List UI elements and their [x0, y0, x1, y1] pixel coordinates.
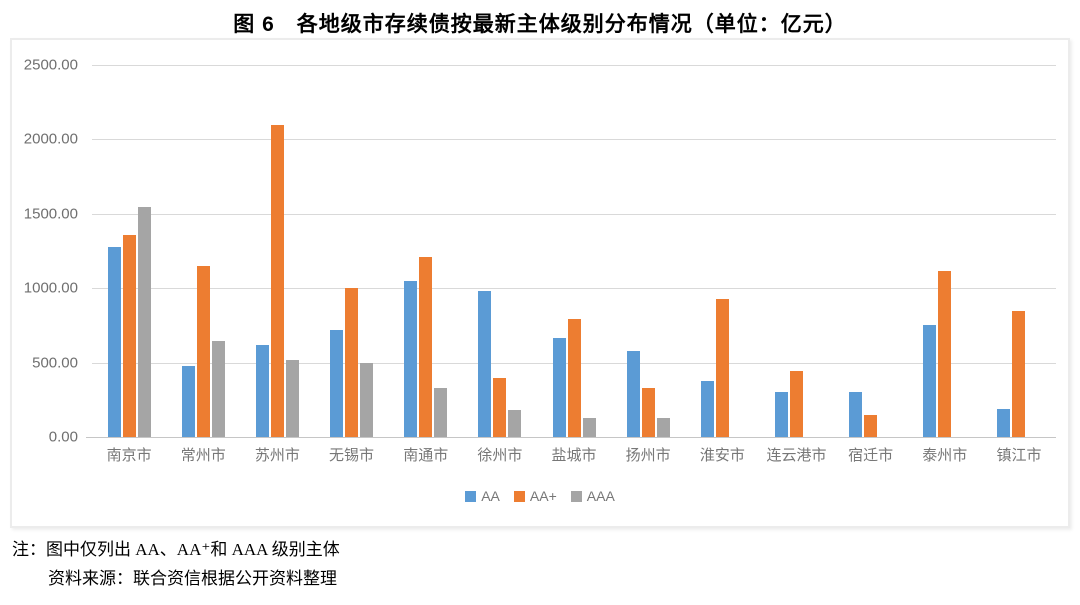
x-tick-label-泰州市: 泰州市: [922, 447, 968, 464]
bar-AA-南京市: [107, 246, 121, 437]
chart-frame: 0.00 500.00 1000.00 1500.00 2000.00 2500.00 南…: [10, 38, 1070, 528]
bar-AA+-泰州市: [938, 271, 952, 437]
y-axis: 0.00 500.00 1000.00 1500.00 2000.00 2500.00: [12, 57, 84, 446]
y-tick-label: 2000.00: [23, 130, 78, 148]
x-tick-label-无锡市: 无锡市: [329, 447, 375, 464]
bar-groups: [92, 65, 1056, 437]
y-tick-label: 2500.00: [23, 56, 78, 74]
bar-group-淮安市: [685, 65, 759, 437]
chart-title: 图 6 各地级市存续债按最新主体级别分布情况（单位：亿元）: [233, 13, 847, 36]
bar-group-盐城市: [537, 65, 611, 437]
bar-AA+-南京市: [122, 234, 136, 437]
legend-label: AA+: [529, 488, 557, 504]
bar-AA-南通市: [404, 280, 418, 437]
legend-item-AA+: AA+: [513, 488, 557, 504]
legend-item-AA: AA: [465, 488, 500, 504]
legend-label: AA: [481, 488, 500, 504]
x-tick-label-常州市: 常州市: [180, 447, 226, 464]
bar-AA+-连云港市: [789, 370, 803, 437]
bar-AA+-淮安市: [715, 299, 729, 437]
bar-AA-淮安市: [700, 381, 714, 437]
x-axis: 南京市 常州市 苏州市 无锡市 南通市 徐州市 盐城市 扬州市 淮安市 连云港市 宿迁市 泰州市 镇江市: [92, 444, 1056, 465]
bar-AA+-苏州市: [270, 124, 284, 437]
gridline: [92, 65, 1056, 66]
bar-AA-连云港市: [774, 391, 788, 437]
y-tick-label: 1000.00: [23, 279, 78, 297]
gridline: [86, 437, 1056, 438]
bar-AA-无锡市: [330, 329, 344, 437]
bar-AA+-盐城市: [567, 319, 581, 437]
x-tick-label-南通市: 南通市: [403, 447, 449, 464]
x-tick-label-淮安市: 淮安市: [699, 447, 745, 464]
bar-group-连云港市: [759, 65, 833, 437]
bar-AA-常州市: [181, 365, 195, 437]
plot-area: [86, 65, 1056, 438]
x-tick-label-苏州市: 苏州市: [254, 447, 300, 464]
bar-group-苏州市: [240, 65, 314, 437]
bar-AAA-盐城市: [582, 417, 596, 437]
gridline: [92, 139, 1056, 141]
bar-group-常州市: [166, 65, 240, 437]
bar-AAA-苏州市: [285, 359, 299, 437]
bar-AA+-宿迁市: [864, 415, 878, 437]
legend: AA AA+ AAA: [12, 488, 1068, 504]
y-tick-label: 500.00: [32, 354, 78, 372]
bar-group-无锡市: [314, 65, 388, 437]
x-tick-label-宿迁市: 宿迁市: [848, 447, 894, 464]
x-tick-label-盐城市: 盐城市: [551, 447, 597, 464]
bar-AAA-扬州市: [656, 418, 670, 437]
bar-AA+-南通市: [419, 256, 433, 437]
bar-group-徐州市: [463, 65, 537, 437]
footnotes: 注：图中仅列出 AA、AA⁺和 AAA 级别主体 资料来源：联合资信根据公开资料…: [12, 536, 340, 594]
bar-AA-盐城市: [552, 338, 566, 437]
source-line: 资料来源：联合资信根据公开资料整理: [48, 568, 337, 588]
note-line: 注：图中仅列出 AA、AA⁺和 AAA 级别主体: [12, 540, 340, 559]
bar-group-南通市: [389, 65, 463, 437]
bar-AA-泰州市: [923, 324, 937, 437]
legend-swatch-icon: [465, 490, 477, 502]
bar-AA-苏州市: [255, 344, 269, 437]
bar-group-镇江市: [982, 65, 1056, 437]
y-tick-label: 0.00: [48, 428, 78, 446]
bar-AAA-南通市: [434, 387, 448, 437]
x-tick-label-连云港市: 连云港市: [766, 447, 827, 464]
bar-group-宿迁市: [834, 65, 908, 437]
bar-AA-徐州市: [478, 291, 492, 437]
bar-AAA-徐州市: [508, 410, 522, 437]
bar-group-南京市: [92, 65, 166, 437]
legend-swatch-icon: [570, 490, 582, 502]
bar-AAA-常州市: [211, 341, 225, 437]
bar-AAA-南京市: [137, 207, 151, 437]
gridline: [92, 213, 1056, 215]
bar-group-扬州市: [611, 65, 685, 437]
legend-item-AAA: AAA: [570, 488, 615, 504]
bar-AA-镇江市: [997, 409, 1011, 437]
bar-AA+-镇江市: [1012, 311, 1026, 437]
bar-AA+-常州市: [196, 265, 210, 437]
x-tick-label-南京市: 南京市: [106, 447, 152, 464]
legend-swatch-icon: [513, 490, 525, 502]
bar-AA+-无锡市: [345, 288, 359, 437]
x-tick-label-镇江市: 镇江市: [996, 447, 1042, 464]
bar-AA-扬州市: [626, 351, 640, 437]
y-tick-label: 1500.00: [23, 205, 78, 223]
bar-AA+-扬州市: [641, 387, 655, 437]
legend-label: AAA: [586, 488, 615, 504]
bar-group-泰州市: [908, 65, 982, 437]
bar-AAA-无锡市: [360, 362, 374, 437]
x-tick-label-徐州市: 徐州市: [477, 447, 523, 464]
bar-AA+-徐州市: [493, 378, 507, 437]
x-tick-label-扬州市: 扬州市: [625, 447, 671, 464]
gridline: [92, 288, 1056, 290]
bar-AA-宿迁市: [849, 391, 863, 437]
